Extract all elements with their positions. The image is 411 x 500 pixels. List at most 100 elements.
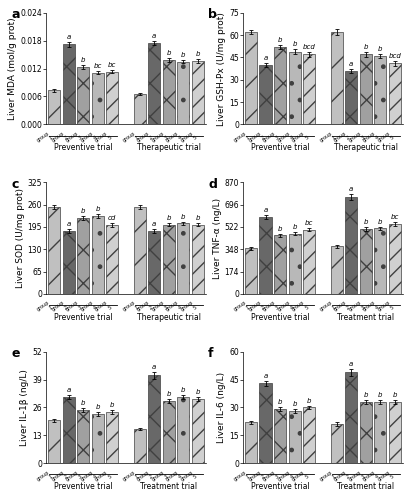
Bar (48, 90, 60, 124)
Text: b: b (196, 389, 200, 395)
Text: group
4: group 4 (80, 130, 98, 148)
Text: group
2: group 2 (247, 470, 266, 486)
Text: b: b (196, 51, 200, 57)
Bar (48, 420, 60, 463)
Text: group
4: group 4 (80, 300, 98, 317)
Text: group
1: group 1 (122, 300, 140, 317)
Bar (245, 248, 257, 294)
Text: Therapeutic trial: Therapeutic trial (334, 144, 398, 152)
Text: group
1: group 1 (233, 300, 251, 317)
Text: a: a (152, 222, 156, 228)
Text: group
2: group 2 (136, 300, 154, 317)
Text: a: a (349, 186, 353, 192)
Text: group
4: group 4 (277, 130, 295, 148)
Bar (192, 224, 204, 294)
Text: b: b (110, 402, 115, 408)
Text: f: f (208, 348, 213, 360)
Bar (303, 54, 315, 124)
Text: Preventive trial: Preventive trial (251, 482, 309, 492)
Bar (289, 234, 301, 294)
Bar (374, 402, 386, 463)
Text: group
1: group 1 (36, 130, 54, 148)
Bar (274, 47, 286, 124)
Text: group
2: group 2 (136, 470, 154, 486)
Y-axis label: Liver IL-1β (ng/L): Liver IL-1β (ng/L) (21, 369, 30, 446)
Text: a: a (67, 386, 71, 392)
Text: b: b (278, 37, 282, 43)
Text: b: b (81, 57, 85, 63)
Text: c: c (11, 178, 18, 191)
Text: group
2: group 2 (333, 470, 351, 486)
Text: group
1: group 1 (233, 470, 251, 486)
Text: group
4: group 4 (80, 470, 98, 486)
Text: b: b (378, 46, 383, 52)
Text: b: b (292, 224, 297, 230)
Bar (77, 67, 89, 124)
Bar (177, 397, 189, 463)
Bar (345, 372, 357, 463)
Bar (48, 208, 60, 294)
Bar (134, 429, 145, 463)
Bar (106, 225, 118, 294)
Text: group
1: group 1 (36, 470, 54, 486)
Text: a: a (152, 364, 156, 370)
Text: b: b (307, 398, 312, 404)
Text: group
4: group 4 (165, 470, 183, 486)
Bar (92, 73, 104, 124)
Text: group
3: group 3 (348, 470, 366, 486)
Bar (345, 197, 357, 294)
Text: b: b (181, 386, 185, 392)
Bar (163, 401, 175, 463)
Text: b: b (95, 404, 100, 410)
Text: b: b (292, 42, 297, 48)
Text: Preventive trial: Preventive trial (251, 144, 309, 152)
Bar (289, 52, 301, 125)
Bar (259, 217, 272, 294)
Text: group
5: group 5 (377, 470, 395, 486)
Bar (77, 218, 89, 294)
Bar (148, 231, 160, 294)
Text: group
1: group 1 (319, 470, 337, 486)
Text: a: a (349, 61, 353, 67)
Bar (330, 424, 342, 463)
Text: Therapeutic trial: Therapeutic trial (137, 144, 201, 152)
Text: bc: bc (108, 62, 116, 68)
Text: b: b (166, 215, 171, 221)
Text: group
5: group 5 (291, 470, 309, 486)
Text: d: d (208, 178, 217, 191)
Text: group
5: group 5 (180, 300, 198, 317)
Bar (62, 397, 74, 463)
Text: b: b (292, 402, 297, 407)
Bar (289, 411, 301, 463)
Bar (259, 384, 272, 463)
Text: group
5: group 5 (94, 130, 112, 148)
Text: bc: bc (305, 220, 314, 226)
Bar (274, 236, 286, 294)
Bar (177, 224, 189, 294)
Text: b: b (81, 208, 85, 214)
Text: b: b (393, 392, 397, 398)
Text: group
2: group 2 (333, 130, 351, 148)
Y-axis label: Liver TNF-α (ng/L): Liver TNF-α (ng/L) (212, 198, 222, 278)
Text: group
4: group 4 (363, 130, 380, 148)
Text: b: b (181, 52, 185, 58)
Text: Therapeutic trial: Therapeutic trial (137, 313, 201, 322)
Bar (374, 228, 386, 294)
Bar (303, 408, 315, 463)
Bar (163, 224, 175, 294)
Bar (245, 32, 257, 124)
Bar (62, 231, 74, 294)
Text: a: a (263, 206, 268, 212)
Bar (389, 64, 401, 124)
Text: b: b (363, 220, 368, 226)
Bar (62, 44, 74, 124)
Bar (360, 54, 372, 124)
Bar (345, 71, 357, 124)
Y-axis label: Liver SOD (U/mg prot): Liver SOD (U/mg prot) (16, 188, 25, 288)
Text: group
3: group 3 (348, 300, 366, 317)
Text: a: a (67, 222, 71, 228)
Text: group
5: group 5 (377, 300, 395, 317)
Text: bc: bc (94, 64, 102, 70)
Bar (389, 402, 401, 463)
Text: bcd: bcd (388, 53, 401, 59)
